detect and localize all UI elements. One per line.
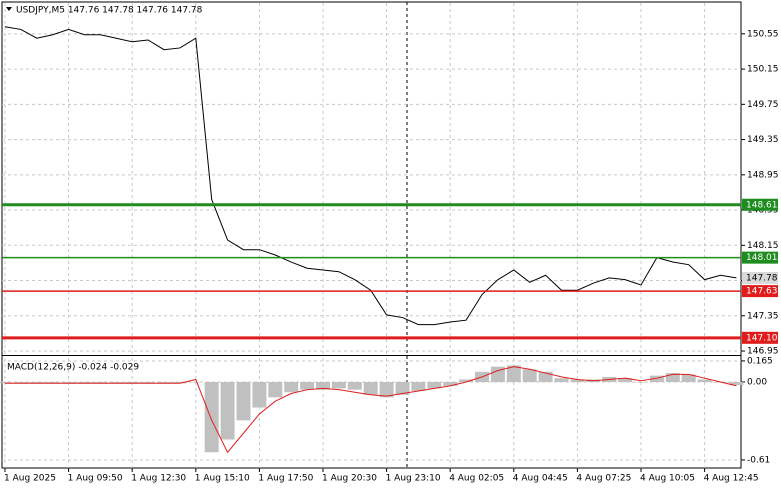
histogram-bar (45, 382, 60, 384)
x-tick-label: 4 Aug 04:45 (513, 474, 568, 484)
x-tick-label: 1 Aug 2025 (4, 474, 56, 484)
x-tick-label: 1 Aug 15:10 (195, 474, 250, 484)
histogram-bar (61, 382, 76, 384)
histogram-bar (220, 382, 235, 440)
histogram-bar (268, 382, 283, 398)
y-tick-label: 150.15 (747, 65, 779, 75)
y-tick-label: 149.75 (747, 100, 779, 110)
histogram-bar (427, 382, 442, 389)
histogram-bar (141, 382, 156, 384)
x-tick-label: 1 Aug 09:50 (68, 474, 123, 484)
histogram-bar (618, 378, 633, 383)
y-tick-label: 146.95 (747, 347, 779, 357)
histogram-bar (697, 379, 712, 383)
x-tick-label: 1 Aug 23:10 (386, 474, 441, 484)
y-tick-label: 149.35 (747, 135, 779, 145)
histogram-bar (411, 382, 426, 391)
histogram-bar (316, 382, 330, 390)
histogram-bar (300, 382, 315, 390)
level-label: 147.63 (746, 287, 778, 297)
level-label-box (742, 285, 778, 298)
level-label: 148.61 (746, 200, 778, 210)
x-tick-label: 1 Aug 17:50 (258, 474, 313, 484)
histogram-bar (634, 382, 648, 383)
x-tick-label: 4 Aug 07:25 (576, 474, 631, 484)
histogram-bar (77, 382, 92, 384)
y-tick-label: 150.55 (747, 29, 779, 39)
histogram-bar (506, 365, 521, 383)
title-arrow (6, 7, 12, 11)
histogram-bar (13, 382, 28, 384)
y-tick-label: 148.95 (747, 170, 779, 180)
histogram-bar (236, 382, 251, 421)
x-tick-label: 4 Aug 02:05 (449, 474, 504, 484)
y-tick-label: 0.00 (747, 378, 767, 388)
histogram-bar (459, 379, 474, 383)
histogram-bar (490, 366, 505, 383)
histogram-bar (188, 382, 203, 383)
histogram-bar (172, 382, 187, 384)
histogram-bar (554, 378, 569, 383)
x-tick-label: 4 Aug 10:05 (640, 474, 695, 484)
histogram-bar (363, 382, 378, 395)
histogram-bar (29, 382, 44, 384)
histogram-bar (109, 382, 124, 384)
y-tick-label: 0.165 (747, 356, 773, 366)
chart-title: USDJPY,M5 147.76 147.78 147.76 147.78 (16, 6, 203, 16)
x-tick-label: 1 Aug 20:30 (322, 474, 377, 484)
plot-frame (1, 1, 742, 469)
macd-title: MACD(12,26,9) -0.024 -0.029 (7, 363, 139, 373)
histogram-bar (157, 382, 171, 384)
histogram-bar (93, 382, 108, 384)
histogram-bar (443, 382, 458, 386)
level-label-box (742, 251, 778, 264)
histogram-bar (522, 369, 537, 383)
histogram-bar (538, 371, 553, 383)
y-tick-label: -0.61 (747, 455, 770, 465)
histogram-bar (252, 382, 267, 408)
y-tick-label: 147.35 (747, 311, 779, 321)
last-price-label: 147.78 (746, 273, 778, 283)
x-tick-label: 1 Aug 12:30 (131, 474, 186, 484)
histogram-bar (204, 382, 219, 453)
x-tick-label: 4 Aug 12:45 (704, 474, 759, 484)
price-line (4, 26, 737, 326)
histogram-bar (125, 382, 140, 384)
histogram-bar (681, 374, 696, 383)
histogram-bar (379, 382, 394, 398)
histogram-bar (570, 379, 585, 383)
level-label-box (742, 331, 778, 344)
signal-line (5, 366, 737, 454)
histogram-bar (331, 382, 346, 389)
histogram-bar (0, 382, 12, 384)
y-tick-label: 148.15 (747, 241, 779, 251)
histogram-bar (284, 382, 299, 393)
histogram-bar (649, 375, 664, 383)
level-label: 148.01 (746, 253, 778, 263)
level-label-box (742, 198, 778, 211)
histogram-bar (395, 382, 410, 395)
histogram-bar (729, 382, 744, 386)
histogram-bar (347, 382, 362, 390)
last-price-box (742, 271, 778, 284)
histogram-bar (665, 373, 680, 383)
level-label: 147.10 (746, 333, 778, 343)
